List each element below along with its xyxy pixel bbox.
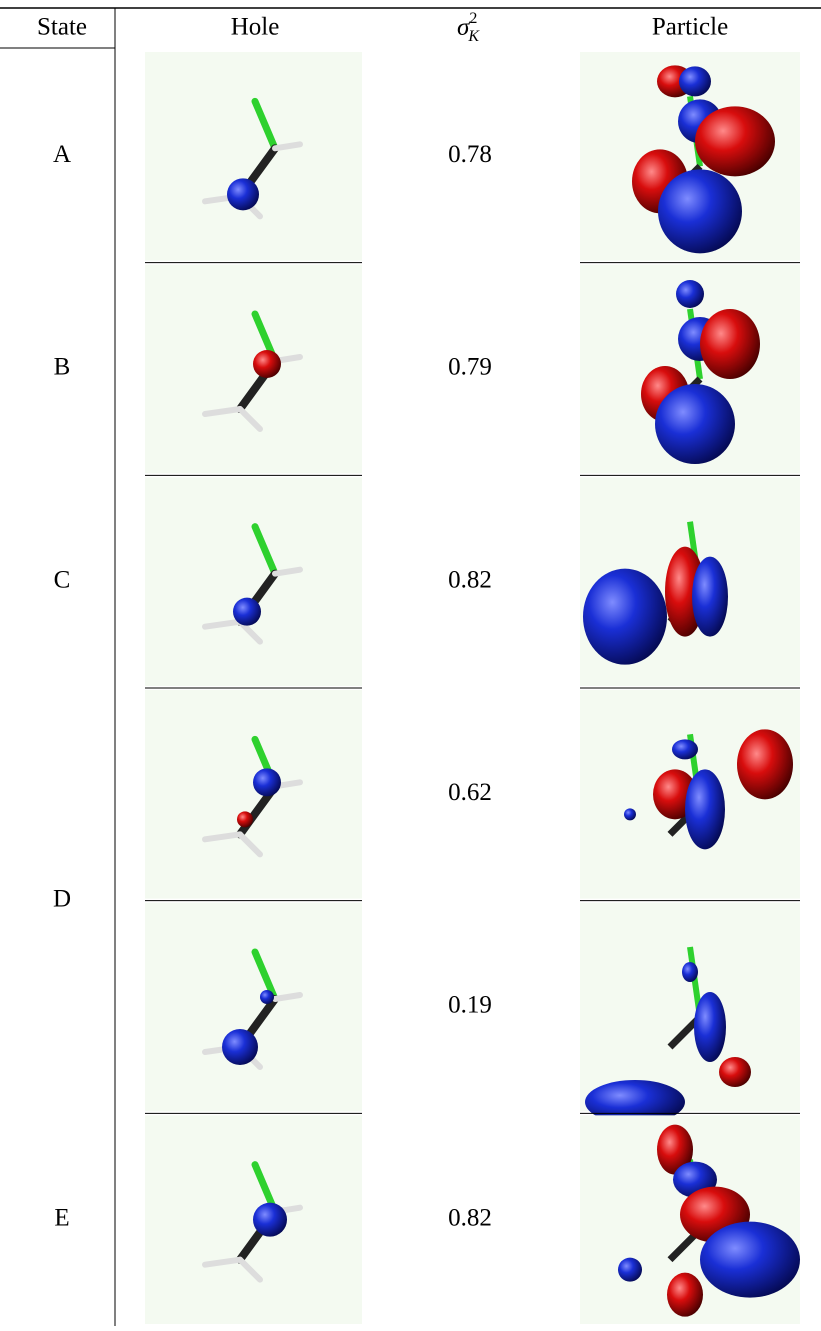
header-particle: Particle [652,14,728,41]
orbital-lobe [658,169,742,254]
orbital-lobe [583,568,667,665]
bond [237,406,263,432]
sigma-value: 0.62 [448,779,492,806]
orbital-lobe [618,1257,642,1282]
bond [237,1256,263,1283]
sigma-value: 0.19 [448,992,492,1019]
hole-image [145,52,362,261]
bond [272,992,303,1002]
bond [202,831,243,843]
state-label: C [54,566,71,593]
orbital [253,1202,287,1237]
orbital-lobe [667,1272,703,1317]
hole-image [145,477,362,686]
orbital [233,597,261,626]
bond [237,831,263,858]
orbital-lobe [695,106,775,177]
orbital-lobe [679,66,711,97]
orbital-lobe [737,729,793,800]
bond [251,97,279,152]
orbital [237,811,253,828]
sigma-symbol: σ [457,14,471,41]
bond [272,566,303,577]
bond [251,523,279,578]
sigma-value: 0.78 [448,141,492,168]
orbital-lobe [672,739,698,760]
bond [202,618,243,630]
orbital-lobe [655,384,735,464]
bond [202,406,243,417]
sigma-sup: 2 [469,10,477,27]
orbital-lobe [682,962,698,982]
sigma-value: 0.82 [448,566,492,593]
orbital [253,768,281,797]
header-state: State [37,14,87,41]
orbital-lobe [657,1124,693,1175]
orbital-lobe [692,556,728,637]
orbital [260,990,274,1004]
header-sigma: σ2 K [457,10,480,45]
bond [202,1256,243,1268]
state-label: B [54,354,71,381]
orbital-lobe [685,769,725,850]
sigma-sub: K [467,28,480,45]
orbital-lobe [624,808,636,821]
orbital-lobe [700,1221,800,1298]
bond [272,141,303,152]
header-hole: Hole [231,14,280,41]
orbital [227,178,259,211]
state-label: A [53,141,71,168]
sigma-value: 0.79 [448,354,492,381]
orbital-lobe [676,280,704,308]
orbital [253,350,281,378]
state-label: E [54,1204,69,1231]
bond [251,948,279,1003]
state-label: D [53,885,71,912]
orbital [222,1029,258,1065]
sigma-value: 0.82 [448,1204,492,1231]
orbital-lobe [719,1057,751,1087]
hole-image [145,690,362,899]
particle-image [580,902,800,1112]
hole-image [145,902,362,1112]
orbital-lobe [700,309,760,379]
orbital-lobe [694,992,726,1062]
hole-image [145,264,362,474]
